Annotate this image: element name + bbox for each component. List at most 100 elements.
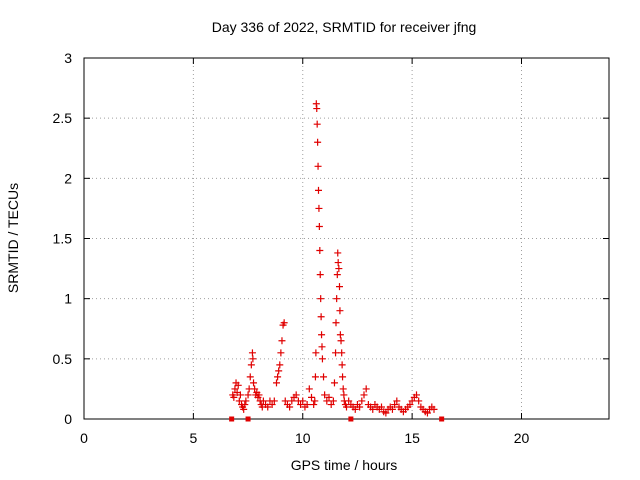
data-point [299, 397, 307, 405]
data-point [330, 379, 338, 387]
data-point [391, 401, 399, 409]
data-point [338, 361, 346, 369]
x-tick-labels: 0 5 10 15 20 [80, 430, 529, 446]
plot-frame [83, 57, 610, 420]
data-point [251, 385, 259, 393]
data-point [327, 401, 335, 409]
data-point [275, 367, 283, 375]
grid-lines [84, 58, 609, 419]
data-point [316, 271, 324, 279]
data-point [255, 391, 263, 399]
data-points [229, 100, 445, 422]
x-tick-label: 0 [80, 430, 88, 446]
data-point [311, 397, 319, 405]
data-point [388, 405, 396, 413]
data-point [348, 416, 354, 422]
data-point [241, 401, 249, 409]
y-tick-label: 3 [64, 50, 72, 66]
data-point [315, 222, 323, 230]
x-tick-label: 5 [189, 430, 197, 446]
data-point [250, 379, 258, 387]
data-point [335, 265, 343, 273]
data-point [325, 393, 333, 401]
x-tick-label: 10 [295, 430, 311, 446]
data-point [244, 391, 252, 399]
data-point [314, 138, 322, 146]
data-point [231, 385, 239, 393]
data-point [356, 403, 364, 411]
data-point [333, 271, 341, 279]
data-point [240, 405, 248, 413]
data-point [318, 331, 326, 339]
x-axis-label: GPS time / hours [291, 457, 398, 473]
data-point [276, 361, 284, 369]
data-point [317, 313, 325, 321]
y-tick-label: 1.5 [53, 231, 73, 247]
data-point [408, 397, 416, 405]
data-point [312, 349, 320, 357]
data-point [277, 349, 285, 357]
data-point [332, 349, 340, 357]
data-point [413, 391, 420, 399]
data-point [310, 401, 318, 409]
data-point [303, 401, 311, 409]
data-point [393, 397, 401, 405]
data-point [315, 204, 323, 212]
data-point [439, 416, 445, 422]
data-point [245, 416, 251, 422]
data-point [236, 391, 244, 399]
data-point [268, 401, 276, 409]
data-point [308, 393, 315, 401]
data-point [339, 385, 347, 393]
data-point [234, 381, 242, 389]
data-point [315, 186, 322, 194]
data-point [280, 319, 288, 327]
data-point [332, 319, 340, 327]
y-tick-label: 2.5 [53, 110, 73, 126]
data-point [382, 409, 390, 417]
data-point [430, 405, 438, 413]
x-tick-label: 15 [404, 430, 420, 446]
data-point [259, 397, 267, 405]
data-point [247, 361, 255, 369]
data-point [337, 337, 345, 345]
data-point [415, 397, 423, 405]
y-tick-label: 1 [64, 291, 72, 307]
data-point [278, 337, 286, 345]
data-point [292, 391, 300, 399]
axis-ticks [83, 57, 609, 420]
data-point [318, 343, 326, 351]
data-point [369, 405, 377, 413]
data-point [314, 162, 322, 170]
data-point [351, 405, 359, 413]
data-point [288, 397, 296, 405]
data-point [264, 403, 272, 411]
data-point [305, 385, 313, 393]
data-point [329, 397, 337, 405]
data-point [345, 397, 353, 405]
data-point [316, 247, 324, 255]
chart-title: Day 336 of 2022, SRMTID for receiver jfn… [212, 19, 477, 35]
data-point [229, 416, 235, 422]
data-point [297, 401, 305, 409]
x-tick-label: 20 [514, 430, 530, 446]
data-point [321, 391, 329, 399]
data-point [274, 373, 282, 381]
y-tick-labels: 0 0.5 1 1.5 2 2.5 3 [53, 50, 73, 427]
data-point [362, 385, 370, 393]
data-point [313, 120, 321, 128]
y-axis-label: SRMTID / TECUs [5, 183, 21, 293]
data-point [333, 295, 341, 303]
data-point [323, 397, 331, 405]
data-point [339, 373, 347, 381]
data-point [360, 391, 368, 399]
data-point [246, 373, 254, 381]
data-point [281, 397, 289, 405]
data-point [358, 397, 366, 405]
data-point [242, 397, 250, 405]
data-point [340, 391, 348, 399]
data-point [318, 355, 326, 363]
data-point [235, 397, 243, 405]
data-point [343, 403, 350, 411]
